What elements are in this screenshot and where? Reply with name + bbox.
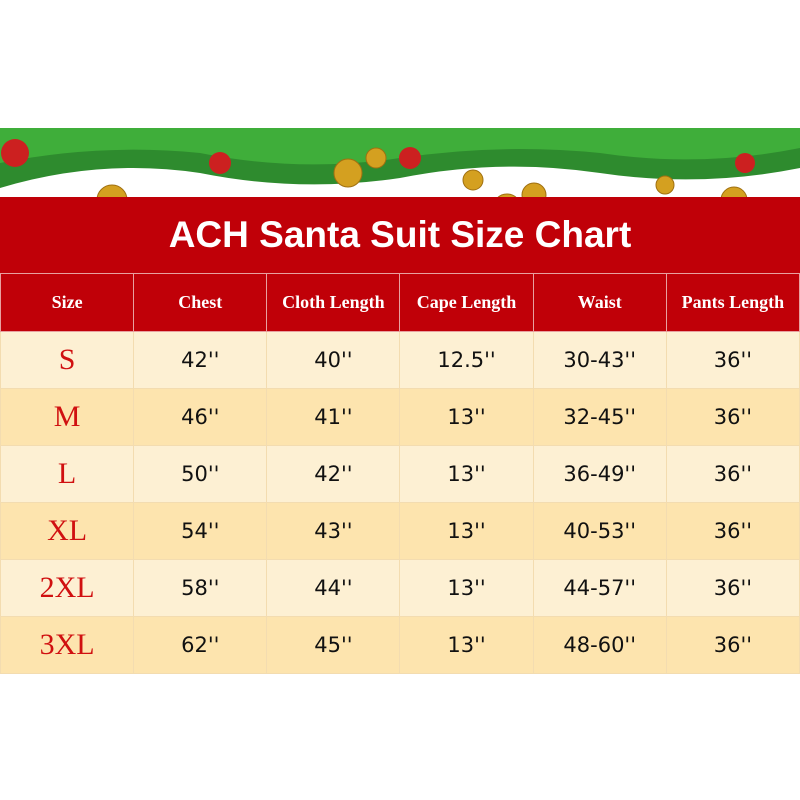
measurement-cell: 44-57'' (532, 559, 667, 617)
measurement-cell: 36'' (665, 616, 800, 674)
measurement-cell: 32-45'' (532, 388, 667, 446)
column-header: Cape Length (399, 273, 534, 332)
measurement-cell: 42'' (266, 445, 401, 503)
measurement-cell: 44'' (266, 559, 401, 617)
table-row: 2XL 58'' 44'' 13'' 44-57'' 36'' (0, 559, 800, 617)
size-cell: L (0, 445, 135, 503)
measurement-cell: 36'' (665, 331, 800, 389)
measurement-cell: 41'' (266, 388, 401, 446)
measurement-cell: 13'' (399, 502, 534, 560)
size-cell: XL (0, 502, 135, 560)
column-header: Size (0, 273, 135, 332)
measurement-cell: 36-49'' (532, 445, 667, 503)
measurement-cell: 13'' (399, 616, 534, 674)
table-row: 3XL 62'' 45'' 13'' 48-60'' 36'' (0, 616, 800, 674)
measurement-cell: 36'' (665, 388, 800, 446)
header-row: Size Chest Cloth Length Cape Length Waist Pan… (0, 273, 800, 332)
measurement-cell: 58'' (133, 559, 268, 617)
measurement-cell: 46'' (133, 388, 268, 446)
table-row: M 46'' 41'' 13'' 32-45'' 36'' (0, 388, 800, 446)
measurement-cell: 48-60'' (532, 616, 667, 674)
measurement-cell: 36'' (665, 559, 800, 617)
measurement-cell: 36'' (665, 502, 800, 560)
size-cell: M (0, 388, 135, 446)
size-chart-table: Size Chest Cloth Length Cape Length Waist Pan… (0, 273, 800, 674)
measurement-cell: 40-53'' (532, 502, 667, 560)
title-banner: ACH Santa Suit Size Chart (0, 197, 800, 273)
table-row: L 50'' 42'' 13'' 36-49'' 36'' (0, 445, 800, 503)
column-header: Pants Length (665, 273, 800, 332)
table-row: XL 54'' 43'' 13'' 40-53'' 36'' (0, 502, 800, 560)
measurement-cell: 13'' (399, 445, 534, 503)
measurement-cell: 43'' (266, 502, 401, 560)
table-row: S 42'' 40'' 12.5'' 30-43'' 36'' (0, 331, 800, 389)
measurement-cell: 12.5'' (399, 331, 534, 389)
size-cell: 3XL (0, 616, 135, 674)
measurement-cell: 36'' (665, 445, 800, 503)
size-cell: 2XL (0, 559, 135, 617)
measurement-cell: 45'' (266, 616, 401, 674)
measurement-cell: 42'' (133, 331, 268, 389)
measurement-cell: 40'' (266, 331, 401, 389)
measurement-cell: 50'' (133, 445, 268, 503)
size-cell: S (0, 331, 135, 389)
measurement-cell: 13'' (399, 388, 534, 446)
measurement-cell: 13'' (399, 559, 534, 617)
column-header: Cloth Length (266, 273, 401, 332)
measurement-cell: 54'' (133, 502, 268, 560)
measurement-cell: 62'' (133, 616, 268, 674)
column-header: Waist (532, 273, 667, 332)
column-header: Chest (133, 273, 268, 332)
measurement-cell: 30-43'' (532, 331, 667, 389)
page-title: ACH Santa Suit Size Chart (168, 214, 632, 255)
